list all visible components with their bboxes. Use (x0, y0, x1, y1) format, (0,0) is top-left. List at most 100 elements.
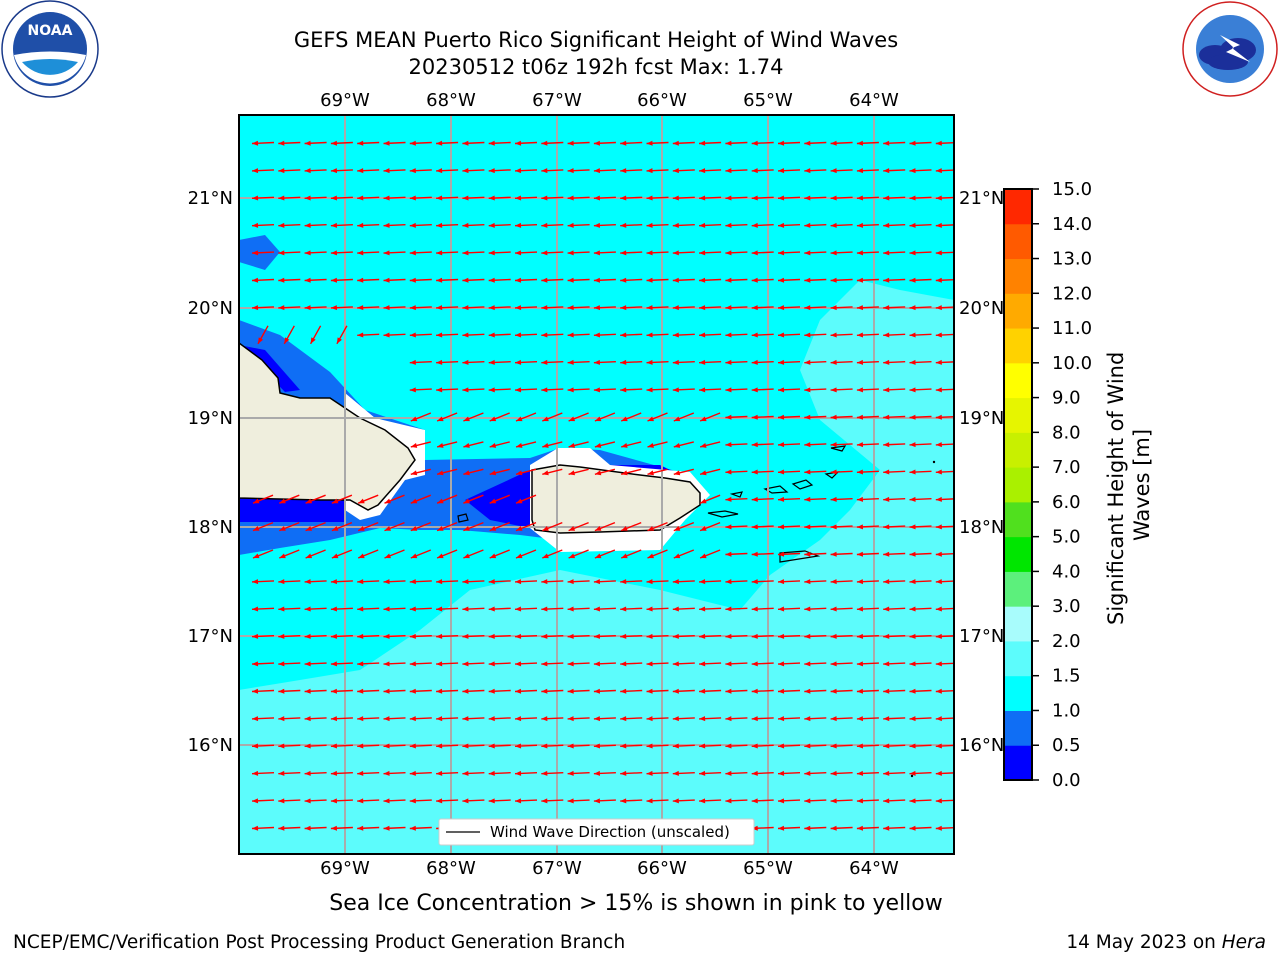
arrow (751, 633, 774, 639)
colorbar-tick-label: 12.0 (1052, 283, 1092, 304)
arrow (883, 743, 906, 749)
arrow (804, 168, 827, 174)
arrow (357, 549, 379, 559)
arrow (330, 606, 353, 612)
arrow (567, 387, 590, 393)
arrow (436, 579, 459, 585)
arrow (725, 496, 748, 502)
arrow (935, 798, 954, 804)
arrow (567, 579, 590, 585)
arrow (251, 140, 275, 146)
arrow (279, 521, 300, 532)
arrow (751, 332, 774, 338)
arrow (383, 633, 406, 639)
arrow (883, 222, 906, 228)
arrow (541, 688, 564, 694)
arrow (542, 521, 563, 532)
arrow (856, 606, 879, 612)
arrow (699, 412, 721, 422)
arrow (541, 305, 564, 311)
arrow (830, 606, 853, 612)
arrow (935, 661, 954, 667)
arrow (278, 168, 301, 174)
arrow (567, 332, 590, 338)
arrow (725, 168, 748, 174)
arrow (304, 661, 327, 667)
arrow (463, 412, 484, 422)
chart-subtitle: 20230512 t06z 192h fcst Max: 1.74 (408, 55, 784, 79)
arrow (777, 359, 801, 365)
map-frame (238, 114, 955, 855)
arrow (409, 387, 432, 393)
colorbar-tick-label: 6.0 (1052, 492, 1081, 513)
arrow (856, 661, 879, 667)
arrow (593, 250, 616, 256)
arrow (777, 798, 801, 804)
arrow (594, 549, 616, 559)
arrow (514, 305, 538, 311)
arrow (489, 494, 510, 504)
arrow (409, 743, 432, 749)
arrow (777, 688, 801, 694)
arrow (436, 140, 459, 146)
arrow (751, 496, 774, 502)
arrow (751, 716, 774, 722)
arrow (751, 524, 774, 530)
arrow (251, 688, 275, 694)
arrow (251, 606, 275, 612)
lat-label-left: 16°N (188, 735, 233, 756)
arrow (830, 222, 853, 228)
arrow (725, 798, 748, 804)
arrow (620, 412, 642, 422)
st-croix-island (779, 550, 821, 563)
arrow (542, 412, 563, 422)
arrow (699, 250, 722, 256)
arrow (541, 716, 564, 722)
arrow (620, 549, 642, 559)
arrow (909, 579, 932, 585)
arrow (751, 743, 774, 749)
arrow (830, 359, 853, 365)
arrow (830, 688, 853, 694)
wave-zone-0-c (465, 470, 530, 528)
arrow (357, 140, 380, 146)
arrow (725, 688, 748, 694)
arrow (620, 579, 643, 585)
arrow (672, 305, 695, 311)
arrow (883, 442, 906, 448)
arrow (909, 551, 932, 557)
arrow (488, 798, 511, 804)
arrow (699, 743, 722, 749)
arrow (568, 521, 589, 532)
arrow (514, 250, 538, 256)
arrow (804, 414, 827, 420)
colorbar-tick-label: 5.0 (1052, 527, 1081, 548)
arrow (593, 743, 616, 749)
arrow (409, 661, 432, 667)
arrow (804, 743, 827, 749)
arrow (462, 716, 485, 722)
arrow (409, 140, 432, 146)
arrow (672, 332, 695, 338)
arrow (251, 305, 275, 311)
arrow (541, 332, 564, 338)
arrow (751, 359, 774, 365)
arrow (620, 798, 643, 804)
arrow (305, 549, 326, 559)
arrow (514, 168, 538, 174)
arrow (909, 222, 932, 228)
arrow (567, 606, 590, 612)
arrow (646, 716, 669, 722)
arrow (777, 524, 801, 530)
arrow (883, 359, 906, 365)
arrow (777, 332, 801, 338)
arrow (278, 606, 301, 612)
arrow (436, 521, 458, 532)
arrow (646, 606, 669, 612)
arrow (751, 195, 774, 201)
arrow (514, 579, 538, 585)
arrow (751, 277, 774, 283)
arrow (646, 195, 669, 201)
arrow (304, 168, 327, 174)
arrow (383, 579, 406, 585)
